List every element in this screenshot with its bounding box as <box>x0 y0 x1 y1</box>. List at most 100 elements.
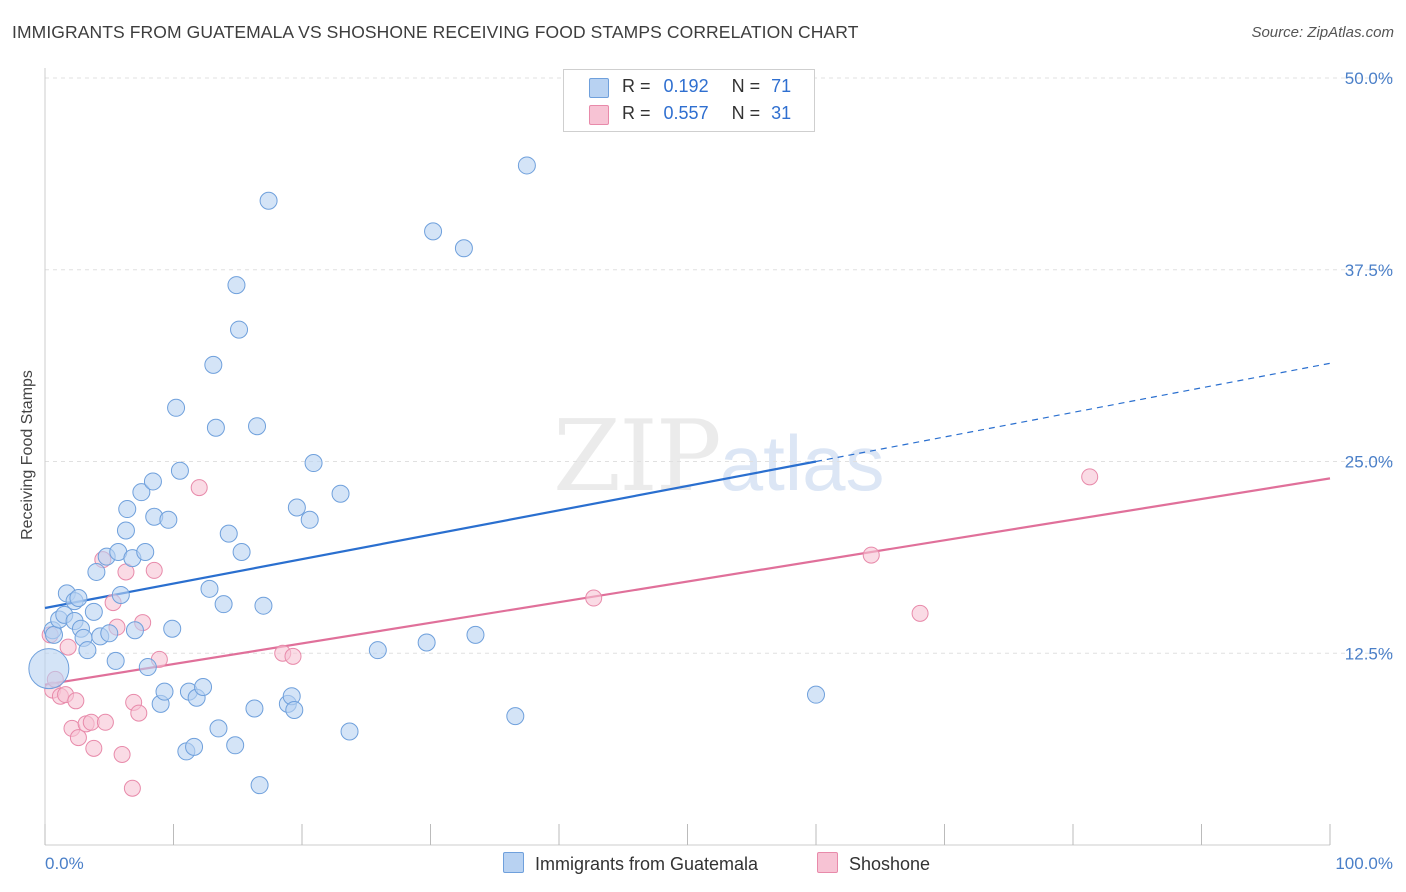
shoshone-point <box>585 589 603 607</box>
guatemala-point <box>248 417 267 436</box>
legend-swatch-shoshone <box>589 105 609 125</box>
shoshone-point <box>85 739 103 757</box>
shoshone-point <box>123 779 141 797</box>
bottom-legend-guatemala: Immigrants from Guatemala <box>503 852 758 875</box>
guatemala-point <box>143 472 162 491</box>
guatemala-point <box>285 701 304 720</box>
guatemala-point <box>106 651 125 670</box>
guatemala-point <box>227 276 246 295</box>
guatemala-point <box>517 156 536 175</box>
guatemala-point <box>194 677 213 696</box>
shoshone-point <box>69 729 87 747</box>
shoshone-point <box>862 546 880 564</box>
bottom-legend-swatch-shoshone <box>817 852 838 873</box>
guatemala-point <box>204 355 223 374</box>
guatemala-point <box>100 624 119 643</box>
guatemala-point <box>111 585 130 604</box>
guatemala-point <box>259 191 278 210</box>
guatemala-trendline <box>44 460 817 610</box>
legend-r-value: 0.192 <box>663 76 709 96</box>
guatemala-point <box>304 454 323 473</box>
shoshone-point <box>911 604 929 622</box>
guatemala-point <box>206 418 225 437</box>
shoshone-point <box>96 713 114 731</box>
guatemala-point <box>417 633 436 652</box>
data-points <box>28 156 1099 797</box>
bottom-legend-swatch-guatemala <box>503 852 524 873</box>
axes <box>44 68 1331 846</box>
guatemala-point <box>69 589 88 608</box>
guatemala-point <box>155 682 174 701</box>
x-tick-label: 100.0% <box>1335 854 1393 873</box>
bottom-legend-label-shoshone: Shoshone <box>849 854 931 874</box>
legend-r-value: 0.557 <box>663 103 709 123</box>
legend-n-label: N = <box>731 76 761 96</box>
shoshone-point <box>59 638 77 656</box>
shoshone-point <box>130 704 148 722</box>
shoshone-point <box>145 561 163 579</box>
guatemala-point <box>170 461 189 480</box>
guatemala-point <box>254 596 273 615</box>
guatemala-point <box>454 239 473 258</box>
guatemala-point <box>209 719 228 738</box>
guatemala-point <box>506 707 525 726</box>
guatemala-point <box>200 579 219 598</box>
shoshone-point <box>67 692 85 710</box>
y-tick-label: 50.0% <box>1345 69 1393 88</box>
bottom-legend-label-guatemala: Immigrants from Guatemala <box>535 854 759 874</box>
guatemala-point <box>807 685 825 704</box>
guatemala-point <box>368 641 387 660</box>
guatemala-point <box>424 222 443 241</box>
shoshone-point <box>82 713 100 731</box>
source-label: Source: ZipAtlas.com <box>1251 24 1394 41</box>
guatemala-point <box>226 736 245 755</box>
guatemala-point <box>84 602 103 621</box>
y-tick-label: 37.5% <box>1345 261 1393 280</box>
guatemala-trendline-extension <box>815 362 1331 463</box>
guatemala-point <box>250 776 269 795</box>
bottom-legend-shoshone: Shoshone <box>817 852 930 875</box>
tick-labels: 12.5% 25.0% 37.5% 50.0% 0.0% 100.0% <box>45 69 1393 873</box>
x-tick-label: 0.0% <box>45 854 84 873</box>
guatemala-point <box>331 484 350 503</box>
legend-r-label: R = <box>622 103 651 123</box>
guatemala-point <box>230 320 249 339</box>
legend-n-label: N = <box>731 103 761 123</box>
guatemala-point <box>28 648 70 690</box>
gridlines <box>45 77 1395 654</box>
y-axis-label: Receiving Food Stamps <box>19 370 36 540</box>
guatemala-point <box>245 699 264 718</box>
guatemala-point <box>132 483 151 502</box>
chart-title: IMMIGRANTS FROM GUATEMALA VS SHOSHONE RE… <box>12 22 859 42</box>
trendlines <box>44 362 1331 686</box>
shoshone-trendline <box>44 477 1331 686</box>
guatemala-point <box>466 625 485 644</box>
guatemala-point <box>340 722 359 741</box>
guatemala-point <box>125 621 144 640</box>
shoshone-point <box>1081 468 1099 486</box>
watermark-atlas: atlas <box>719 419 885 507</box>
guatemala-point <box>87 562 106 581</box>
guatemala-point <box>219 524 238 543</box>
guatemala-point <box>136 543 155 562</box>
guatemala-point <box>78 641 97 660</box>
shoshone-point <box>284 647 302 665</box>
guatemala-point <box>116 521 135 540</box>
guatemala-point <box>163 619 182 638</box>
guatemala-point <box>287 498 306 517</box>
y-tick-label: 25.0% <box>1345 453 1393 472</box>
guatemala-point <box>118 500 137 519</box>
guatemala-point <box>44 625 63 644</box>
legend-n-value: 31 <box>771 103 792 123</box>
shoshone-point <box>190 479 208 497</box>
y-tick-label: 12.5% <box>1345 644 1393 663</box>
guatemala-point <box>159 510 178 529</box>
guatemala-point <box>300 510 319 529</box>
guatemala-point <box>167 398 186 417</box>
guatemala-point <box>185 737 204 756</box>
guatemala-point <box>232 543 251 562</box>
legend-r-label: R = <box>622 76 651 96</box>
legend-n-value: 71 <box>771 76 792 96</box>
guatemala-point <box>138 658 157 677</box>
